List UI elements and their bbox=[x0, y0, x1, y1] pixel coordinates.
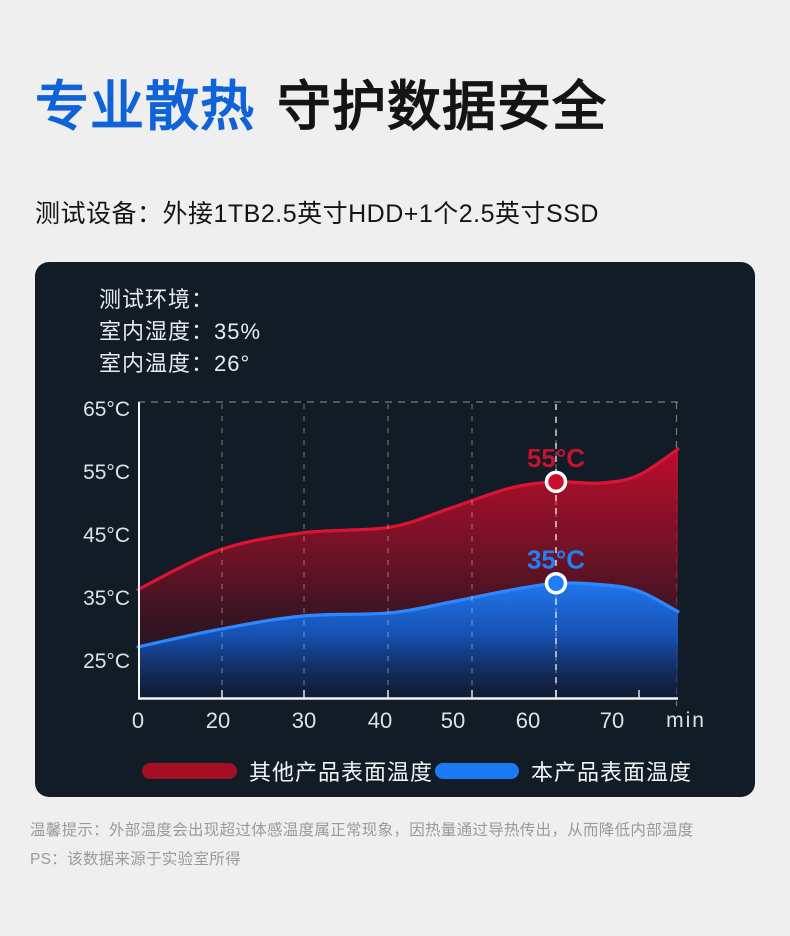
page-title: 专业散热 守护数据安全 bbox=[35, 76, 607, 138]
legend-item-other-product: 其他产品表面温度 bbox=[142, 758, 434, 785]
x-axis-tick-label: 30 bbox=[291, 708, 317, 733]
y-axis-tick-label: 45°C bbox=[83, 524, 130, 547]
temperature-chart: 55°C 35°C bbox=[136, 400, 680, 706]
legend-swatch-blue bbox=[435, 763, 519, 779]
env-humidity: 室内湿度：35% bbox=[99, 319, 262, 344]
y-axis-tick-label: 65°C bbox=[83, 398, 130, 421]
x-axis-labels: 0 20 30 40 50 60 70 min bbox=[132, 708, 704, 734]
svg-text:35°C: 35°C bbox=[527, 544, 585, 574]
chart-panel: 测试环境： 室内湿度：35% 室内温度：26° 65°C 55°C 45°C 35°C… bbox=[35, 262, 755, 797]
test-device-subtitle: 测试设备：外接1TB2.5英寸HDD+1个2.5英寸SSD bbox=[35, 200, 599, 228]
x-axis-tick-label: 50 bbox=[440, 708, 466, 733]
legend-label-other-product: 其他产品表面温度 bbox=[249, 760, 434, 785]
x-axis-tick-label: 20 bbox=[205, 708, 231, 733]
legend-swatch-red bbox=[142, 763, 237, 779]
y-axis-tick-label: 55°C bbox=[83, 461, 130, 484]
footer-notes: 温馨提示：外部温度会出现超过体感温度属正常现象，因热量通过导热传出，从而降低内部… bbox=[30, 816, 770, 874]
x-axis-tick-label: 0 bbox=[131, 708, 145, 733]
footer-tip: 温馨提示：外部温度会出现超过体感温度属正常现象，因热量通过导热传出，从而降低内部… bbox=[30, 822, 694, 839]
test-environment-block: 测试环境： 室内湿度：35% 室内温度：26° bbox=[99, 284, 261, 380]
x-axis-tick-label: 40 bbox=[367, 708, 393, 733]
page-title-highlight: 专业散热 bbox=[35, 77, 255, 137]
env-temperature: 室内温度：26° bbox=[99, 351, 251, 376]
x-axis-tick-label: 60 bbox=[515, 708, 541, 733]
x-axis-unit-label: min bbox=[666, 709, 706, 732]
chart-svg: 55°C 35°C bbox=[136, 401, 680, 706]
env-title: 测试环境： bbox=[99, 287, 215, 312]
x-axis-tick-label: 70 bbox=[599, 708, 625, 733]
legend-label-this-product: 本产品表面温度 bbox=[531, 760, 693, 785]
footer-ps: PS：该数据来源于实验室所得 bbox=[30, 851, 241, 868]
svg-text:55°C: 55°C bbox=[527, 443, 585, 473]
page-title-rest: 守护数据安全 bbox=[277, 77, 607, 137]
y-axis-tick-label: 35°C bbox=[83, 587, 130, 610]
y-axis-tick-label: 25°C bbox=[83, 650, 130, 673]
legend-item-this-product: 本产品表面温度 bbox=[435, 758, 693, 785]
y-axis-labels: 65°C 55°C 45°C 35°C 25°C bbox=[60, 262, 130, 722]
